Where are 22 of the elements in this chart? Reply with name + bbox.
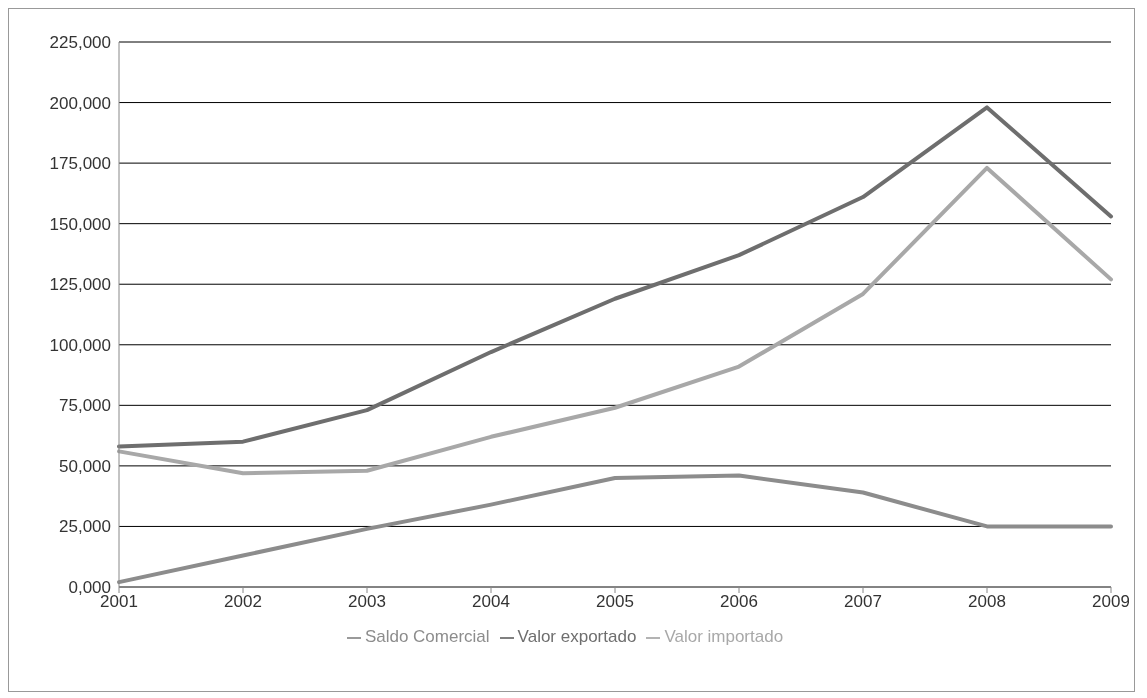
- line-series: [117, 105, 1113, 449]
- x-tick-label: 2009: [1092, 592, 1130, 612]
- x-tick-label: 2008: [968, 592, 1006, 612]
- line-series: [117, 165, 1113, 476]
- y-tick-label: 200,000: [49, 93, 111, 113]
- y-tick-label: 100,000: [49, 335, 111, 355]
- y-tick-label: 175,000: [49, 154, 111, 174]
- legend-label: Valor importado: [664, 627, 784, 646]
- y-tick-label: 150,000: [49, 214, 111, 234]
- x-tick-label: 2005: [596, 592, 634, 612]
- y-tick-label: 225,000: [49, 33, 111, 53]
- x-tick-label: 2006: [720, 592, 758, 612]
- legend-label: Valor exportado: [517, 627, 637, 646]
- y-tick-label: 50,000: [59, 456, 111, 476]
- legend-label: Saldo Comercial: [364, 627, 490, 646]
- y-tick-label: 75,000: [59, 396, 111, 416]
- x-tick-label: 2007: [844, 592, 882, 612]
- y-tick-label: 125,000: [49, 275, 111, 295]
- x-tick-label: 2003: [348, 592, 386, 612]
- x-tick-label: 2002: [224, 592, 262, 612]
- y-tick-label: 25,000: [59, 517, 111, 537]
- x-tick-label: 2004: [472, 592, 510, 612]
